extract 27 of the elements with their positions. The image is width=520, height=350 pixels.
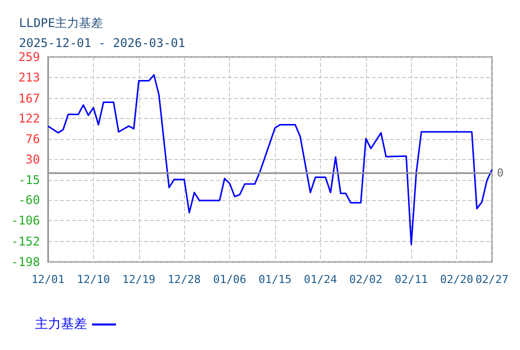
legend-label: 主力基差 <box>35 316 87 332</box>
x-tick-label: 12/28 <box>168 273 201 286</box>
y-tick-label: 167 <box>18 91 40 106</box>
y-tick-label: -198 <box>11 255 40 269</box>
y-tick-label: -152 <box>11 234 40 248</box>
chart-title: LLDPE主力基差 <box>19 16 104 30</box>
y-tick-label: -60 <box>18 193 40 208</box>
y-tick-label: -106 <box>11 214 40 228</box>
x-tick-label: 02/27 <box>475 273 509 286</box>
y-tick-label: 76 <box>26 132 40 146</box>
x-tick-label: 01/15 <box>258 273 292 286</box>
y-tick-label: 213 <box>18 70 40 85</box>
ref-line-label: 0 <box>497 166 504 180</box>
y-tick-label: 122 <box>18 111 40 126</box>
x-tick-label: 02/11 <box>394 273 428 286</box>
y-tick-label: 259 <box>18 50 40 64</box>
x-tick-label: 12/01 <box>31 273 65 286</box>
x-tick-label: 02/02 <box>349 273 382 286</box>
x-tick-label: 12/19 <box>122 273 156 286</box>
y-tick-label: 30 <box>26 152 40 167</box>
line-series <box>47 74 493 246</box>
x-tick-label: 01/24 <box>304 273 338 286</box>
x-tick-label: 02/20 <box>440 273 474 286</box>
x-tick-label: 01/06 <box>213 273 246 286</box>
chart-subtitle: 2025-12-01 - 2026-03-01 <box>19 36 186 50</box>
x-tick-label: 12/10 <box>76 273 110 286</box>
y-tick-label: -15 <box>18 172 40 187</box>
